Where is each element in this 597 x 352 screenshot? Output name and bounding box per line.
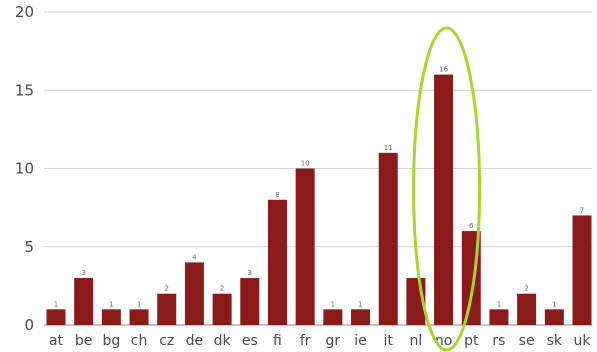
data-label-ch: 1	[137, 300, 141, 308]
y-tick-label: 15	[15, 81, 34, 99]
data-label-pt: 6	[469, 222, 474, 230]
x-tick-label-ie: ie	[354, 333, 367, 349]
y-tick-label: 0	[24, 316, 34, 334]
y-tick-label: 5	[24, 238, 34, 256]
data-label-gr: 1	[331, 300, 335, 308]
y-tick-label: 10	[15, 160, 34, 178]
bar-uk	[572, 215, 592, 325]
y-tick-label: 20	[15, 3, 34, 21]
x-tick-label-it: it	[384, 333, 394, 349]
bar-cz	[157, 293, 177, 325]
data-label-no: 16	[439, 66, 448, 74]
x-tick-label-rs: rs	[492, 333, 505, 349]
data-label-fi: 8	[275, 191, 279, 199]
x-tick-label-ch: ch	[131, 333, 148, 349]
highlight-annotation	[412, 26, 482, 352]
bar-ie	[351, 309, 371, 325]
bar-be	[74, 278, 94, 325]
data-label-rs: 1	[497, 300, 501, 308]
data-label-it: 11	[384, 144, 393, 152]
data-label-dk: 2	[220, 285, 224, 293]
data-label-ie: 1	[358, 300, 362, 308]
x-tick-label-de: de	[186, 333, 204, 349]
x-tick-label-se: se	[519, 333, 535, 349]
data-label-at: 1	[54, 300, 58, 308]
data-label-cz: 2	[165, 285, 169, 293]
x-tick-label-sk: sk	[547, 333, 563, 349]
data-label-de: 4	[192, 253, 197, 261]
bar-fr	[295, 168, 315, 325]
x-tick-label-pt: pt	[464, 333, 479, 349]
x-tick-label-cz: cz	[159, 333, 174, 349]
gridlines	[44, 11, 592, 326]
x-tick-label-be: be	[75, 333, 93, 349]
x-tick-label-es: es	[242, 333, 258, 349]
data-label-fr: 10	[301, 160, 310, 168]
bars	[46, 74, 592, 325]
x-tick-label-gr: gr	[326, 333, 341, 349]
bar-rs	[489, 309, 509, 325]
data-label-se: 2	[524, 285, 528, 293]
bar-dk	[212, 293, 232, 325]
x-tick-label-nl: nl	[410, 333, 423, 349]
x-tick-label-bg: bg	[102, 333, 120, 349]
bar-bg	[101, 309, 121, 325]
bar-no	[434, 74, 454, 325]
x-tick-label-dk: dk	[214, 333, 232, 349]
data-label-sk: 1	[552, 300, 556, 308]
x-tick-label-at: at	[49, 333, 64, 349]
bar-at	[46, 309, 66, 325]
bar-gr	[323, 309, 343, 325]
data-label-bg: 1	[109, 300, 113, 308]
x-tick-label-no: no	[435, 333, 452, 349]
bar-ch	[129, 309, 149, 325]
bar-se	[517, 293, 537, 325]
bar-fi	[267, 199, 287, 325]
x-tick-label-uk: uk	[574, 333, 592, 349]
x-tick-label-fr: fr	[300, 333, 311, 349]
bar-es	[240, 278, 260, 325]
bar-de	[184, 262, 204, 325]
x-axis-ticks: at be bg ch cz de dk es fi fr gr ie it nl no pt rs se sk uk	[49, 333, 591, 349]
highlight-ellipse	[412, 26, 482, 352]
data-label-uk: 7	[580, 206, 584, 214]
bar-sk	[544, 309, 564, 325]
bar-it	[378, 152, 398, 325]
x-tick-label-fi: fi	[273, 333, 282, 349]
y-axis-ticks: 0 5 10 15 20	[15, 3, 34, 334]
data-label-be: 3	[81, 269, 85, 277]
data-label-es: 3	[248, 269, 252, 277]
